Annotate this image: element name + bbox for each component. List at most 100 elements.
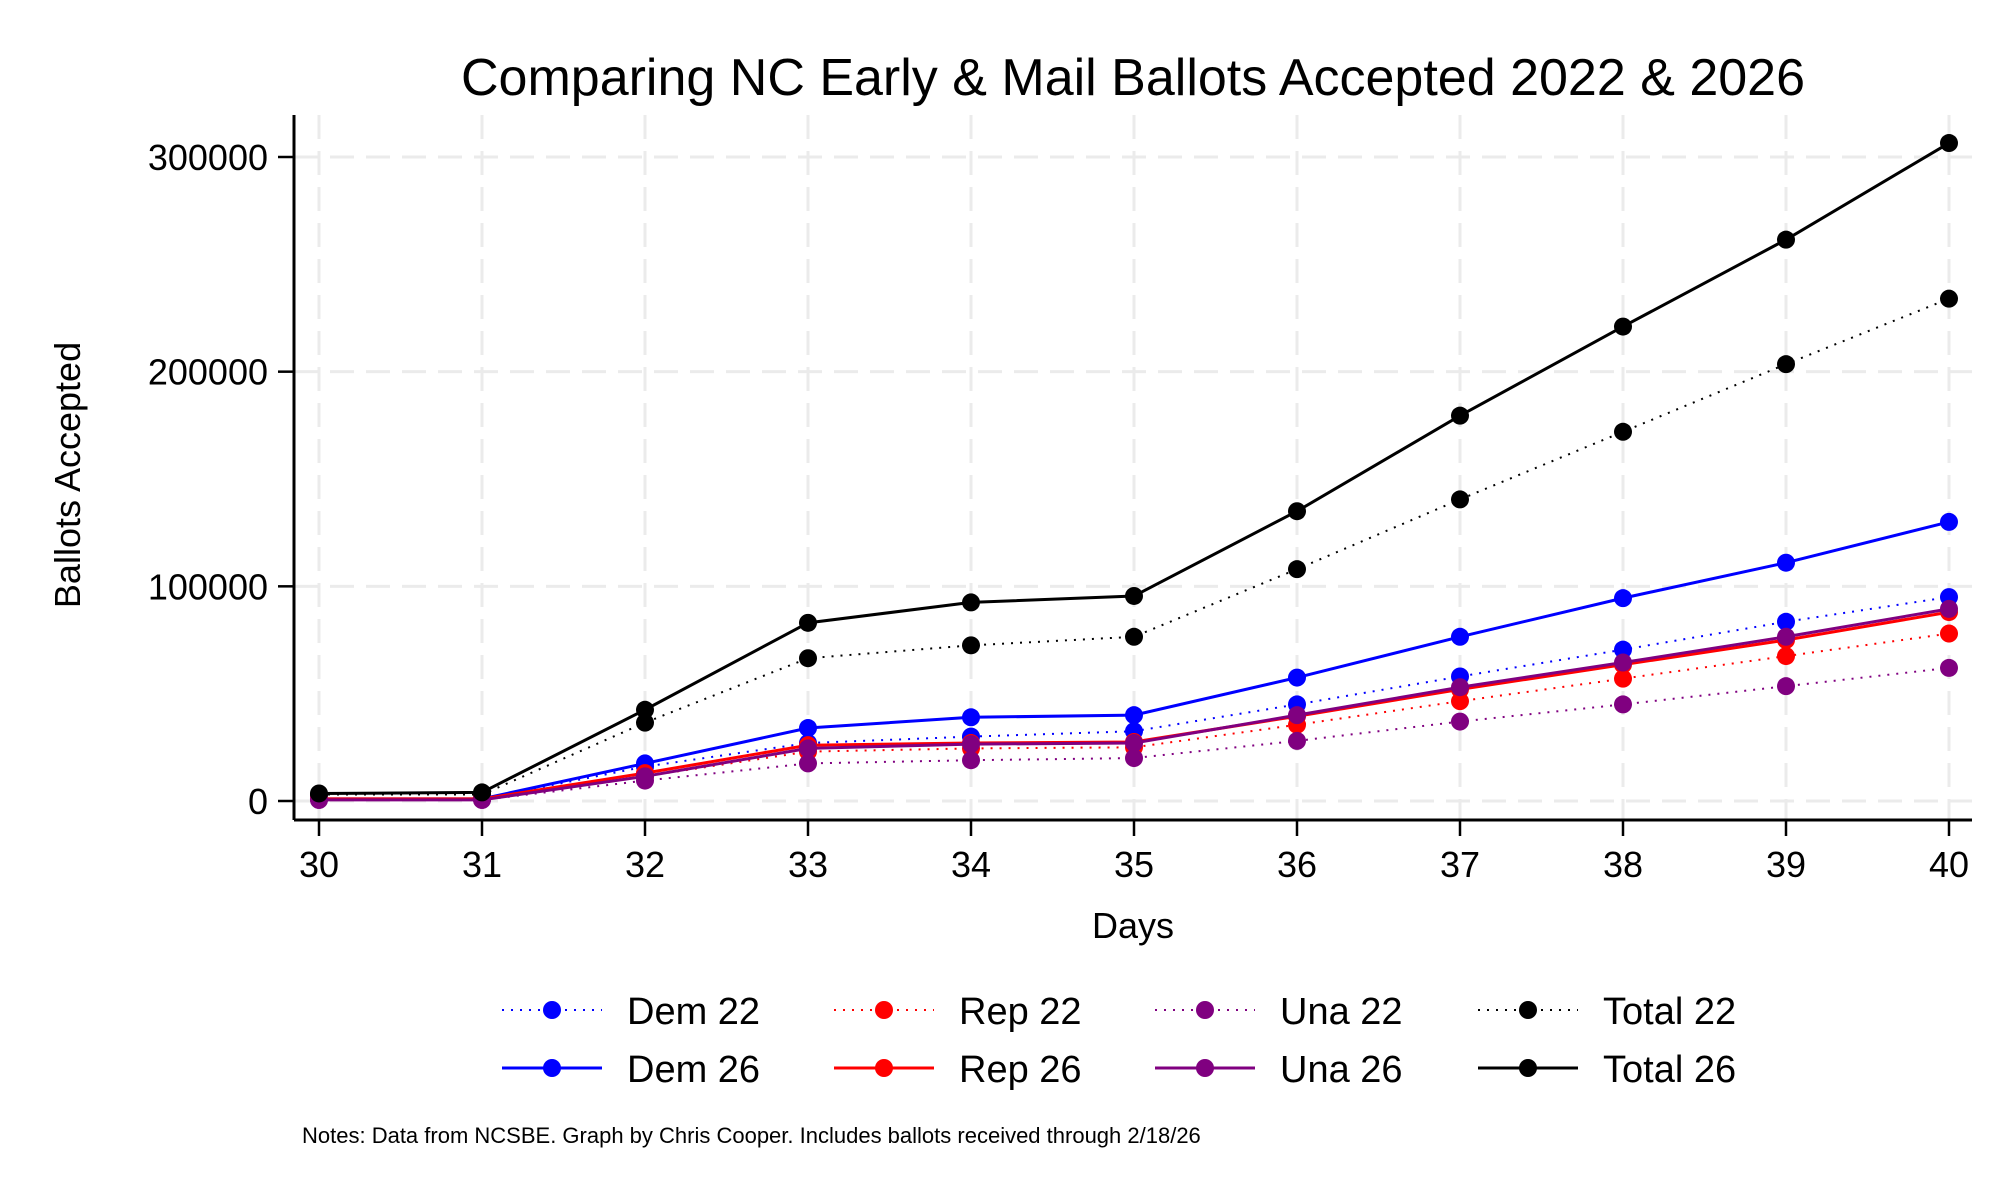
data-point [1777, 647, 1795, 666]
data-point [1777, 612, 1795, 631]
data-point [1940, 599, 1958, 618]
data-point [1777, 553, 1795, 572]
legend-marker [543, 1059, 561, 1077]
data-point [1288, 706, 1306, 725]
data-point [1125, 734, 1143, 753]
x-tick-label: 40 [1929, 844, 1969, 885]
data-point [1777, 230, 1795, 249]
y-tick-label: 300000 [148, 137, 268, 178]
x-tick-label: 37 [1440, 844, 1480, 885]
data-point [636, 700, 654, 719]
legend-item: Una 26 [1155, 1049, 1403, 1091]
data-point [1125, 706, 1143, 725]
data-point [1125, 627, 1143, 646]
data-point [1288, 560, 1306, 579]
data-point [1940, 658, 1958, 677]
legend-label: Total 26 [1603, 1049, 1736, 1091]
legend-item: Total 26 [1478, 1049, 1736, 1091]
x-tick-label: 33 [788, 844, 828, 885]
legend-label: Una 26 [1280, 1049, 1403, 1091]
data-point [962, 636, 980, 655]
data-point [1451, 678, 1469, 697]
legend-marker [875, 1059, 893, 1077]
data-point [1614, 640, 1632, 659]
data-point [1125, 586, 1143, 605]
data-point [1451, 406, 1469, 425]
data-point [962, 735, 980, 754]
data-point [1940, 289, 1958, 308]
legend-marker [875, 1001, 893, 1019]
data-point [636, 713, 654, 732]
data-point [473, 783, 491, 802]
data-point [1288, 502, 1306, 521]
x-tick-label: 35 [1114, 844, 1154, 885]
data-point [1614, 653, 1632, 672]
series-layer [310, 134, 1958, 809]
series-line [319, 297, 1950, 796]
legend-marker [1519, 1059, 1537, 1077]
data-point [1614, 317, 1632, 336]
data-point [799, 754, 817, 773]
x-tick-label: 34 [951, 844, 991, 885]
legend-item: Dem 22 [502, 991, 760, 1033]
legend-label: Rep 22 [959, 991, 1082, 1033]
y-tick-label: 100000 [148, 566, 268, 607]
legend-label: Dem 26 [627, 1049, 760, 1091]
data-point [1777, 677, 1795, 696]
data-point [1125, 749, 1143, 768]
data-point [310, 784, 328, 803]
legend-item: Una 22 [1155, 991, 1403, 1033]
data-point [1777, 627, 1795, 646]
data-point [1614, 695, 1632, 714]
data-point [1940, 624, 1958, 643]
legend-label: Rep 26 [959, 1049, 1082, 1091]
y-axis-title: Ballots Accepted [47, 342, 88, 608]
data-point [799, 613, 817, 632]
legend-item: Dem 26 [502, 1049, 760, 1091]
legend-label: Una 22 [1280, 991, 1403, 1033]
chart-title: Comparing NC Early & Mail Ballots Accept… [461, 49, 1805, 107]
data-point [1288, 668, 1306, 687]
axes: 30 31 32 33 34 35 36 37 38 39 40 0 100000 200000 30000… [148, 115, 1972, 885]
x-tick-label: 39 [1766, 844, 1806, 885]
data-point [962, 751, 980, 770]
chart-notes: Notes: Data from NCSBE. Graph by Chris C… [302, 1123, 1201, 1148]
data-point [1940, 134, 1958, 153]
x-tick-label: 36 [1277, 844, 1317, 885]
legend-marker [1196, 1059, 1214, 1077]
x-axis-title: Days [1092, 905, 1174, 946]
data-point [636, 767, 654, 786]
x-tick-label: 38 [1603, 844, 1643, 885]
legend: Dem 22 Rep 22 Una 22 Total 22 Dem 26 Rep 26 Un… [502, 991, 1736, 1091]
legend-marker [1196, 1001, 1214, 1019]
legend-marker [543, 1001, 561, 1019]
legend-marker [1519, 1001, 1537, 1019]
data-point [1288, 731, 1306, 750]
data-point [1614, 422, 1632, 441]
x-tick-label: 30 [299, 844, 339, 885]
data-point [1940, 512, 1958, 531]
data-point [962, 708, 980, 727]
data-point [1451, 490, 1469, 509]
data-point [1614, 589, 1632, 608]
series-total-26 [310, 134, 1958, 803]
data-point [1451, 627, 1469, 646]
data-point [1614, 669, 1632, 688]
legend-label: Total 22 [1603, 991, 1736, 1033]
y-tick-label: 200000 [148, 352, 268, 393]
data-point [1451, 712, 1469, 731]
legend-item: Total 22 [1478, 991, 1736, 1033]
legend-item: Rep 22 [834, 991, 1082, 1033]
data-point [799, 649, 817, 668]
data-point [962, 593, 980, 612]
data-point [799, 739, 817, 758]
legend-item: Rep 26 [834, 1049, 1082, 1091]
data-point [799, 719, 817, 738]
x-tick-label: 31 [462, 844, 502, 885]
data-point [1777, 355, 1795, 374]
series-una-26 [310, 599, 1958, 809]
y-tick-label: 0 [248, 781, 268, 822]
x-tick-label: 32 [625, 844, 665, 885]
legend-label: Dem 22 [627, 991, 760, 1033]
